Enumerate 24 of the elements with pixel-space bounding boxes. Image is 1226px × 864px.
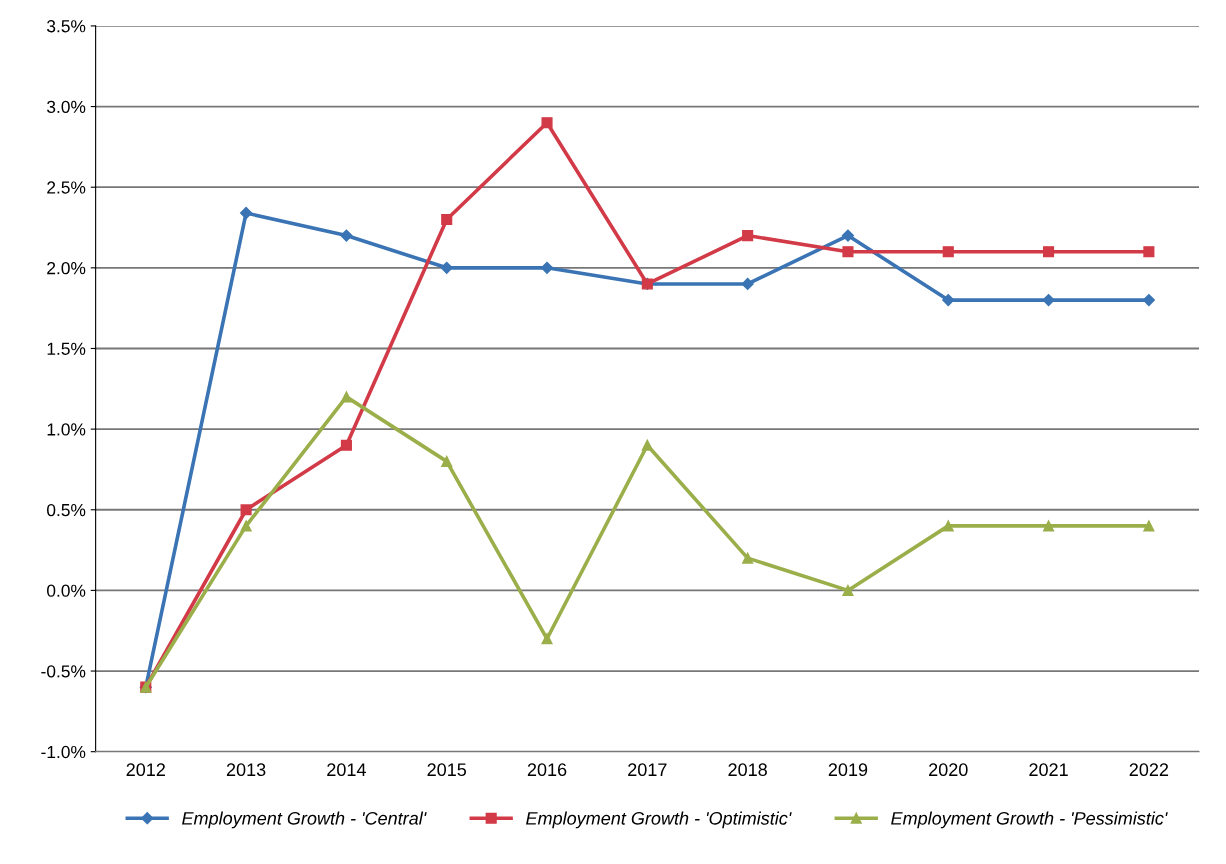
x-tick-label: 2020	[929, 763, 968, 777]
y-tick-label: 2.0%	[47, 262, 86, 275]
x-tick-label: 2017	[628, 763, 667, 777]
x-tick-label: 2015	[427, 763, 467, 777]
x-tick-label: 2021	[1029, 763, 1068, 777]
y-tick-label: 0.0%	[47, 584, 86, 597]
legend-label: Employment Growth - 'Optimistic'	[526, 811, 792, 829]
y-tick-label: 1.5%	[47, 342, 86, 355]
y-tick-label: 2.5%	[47, 181, 86, 194]
y-tick-label: 3.0%	[47, 100, 86, 114]
x-tick-label: 2016	[527, 763, 567, 777]
x-tick-label: 2012	[126, 763, 165, 777]
legend-label: Employment Growth - 'Central'	[182, 811, 427, 829]
y-tick-label: 0.5%	[47, 503, 86, 517]
x-tick-label: 2022	[1129, 763, 1169, 777]
x-tick-label: 2014	[327, 763, 366, 777]
y-tick-label: -0.5%	[41, 665, 86, 678]
x-tick-label: 2019	[828, 763, 868, 777]
y-tick-label: 1.0%	[47, 423, 86, 436]
x-tick-label: 2018	[728, 763, 767, 777]
x-tick-label: 2013	[226, 763, 266, 777]
y-tick-label: 3.5%	[47, 20, 86, 33]
legend-label: Employment Growth - 'Pessimistic'	[891, 811, 1168, 829]
y-tick-label: -1.0%	[41, 745, 86, 759]
